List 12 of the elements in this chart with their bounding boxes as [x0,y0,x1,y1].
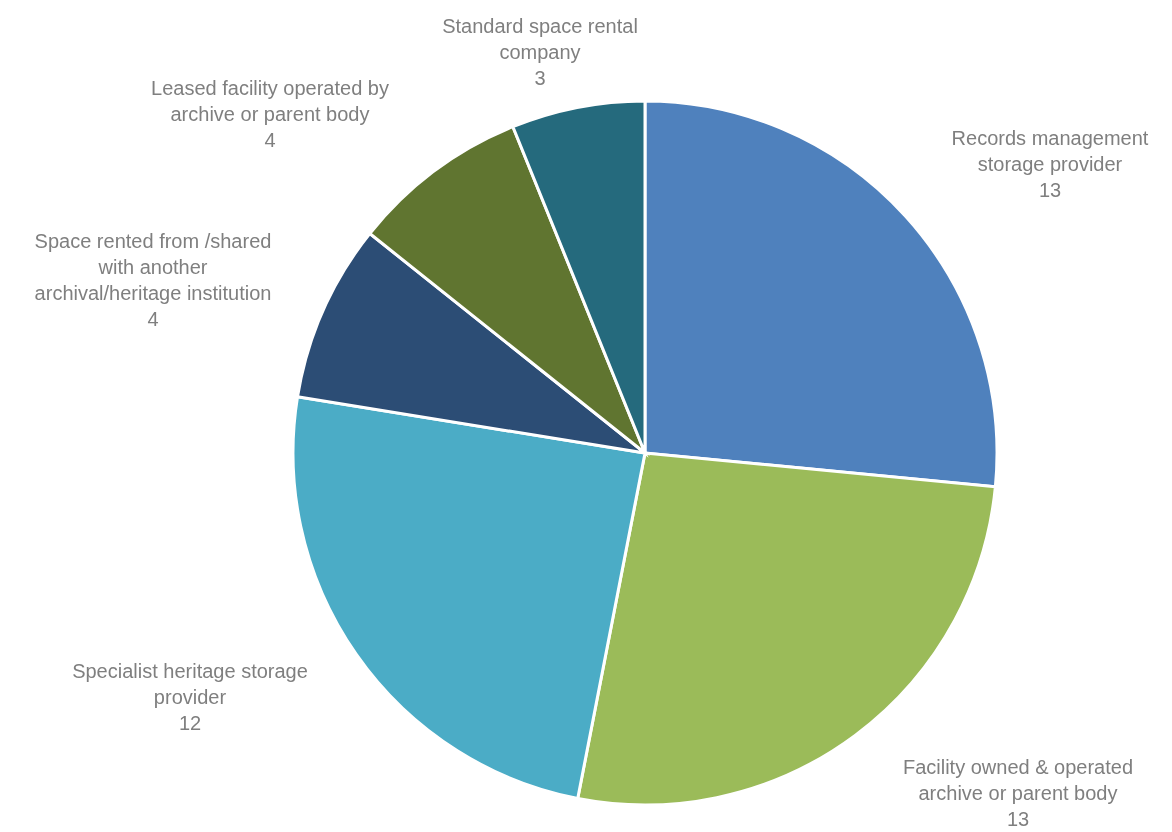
data-label: 4 [147,308,159,330]
slice-label: Records management storage provider [951,127,1149,175]
slice-label: Space rented from /shared with another archival/heritage institution [34,230,272,304]
slice-label: Leased facility operated by archive or parent body [151,77,389,125]
slice-label: Facility owned & operated archive or parent body [902,756,1134,804]
data-label: 12 [178,712,202,734]
data-label: 3 [534,67,546,89]
slice-label: Standard space rental company [442,15,638,63]
data-label: 13 [1006,808,1030,830]
data-label: 4 [264,129,276,151]
slice-label: Specialist heritage storage provider [72,660,308,708]
data-label: 13 [1038,179,1062,201]
